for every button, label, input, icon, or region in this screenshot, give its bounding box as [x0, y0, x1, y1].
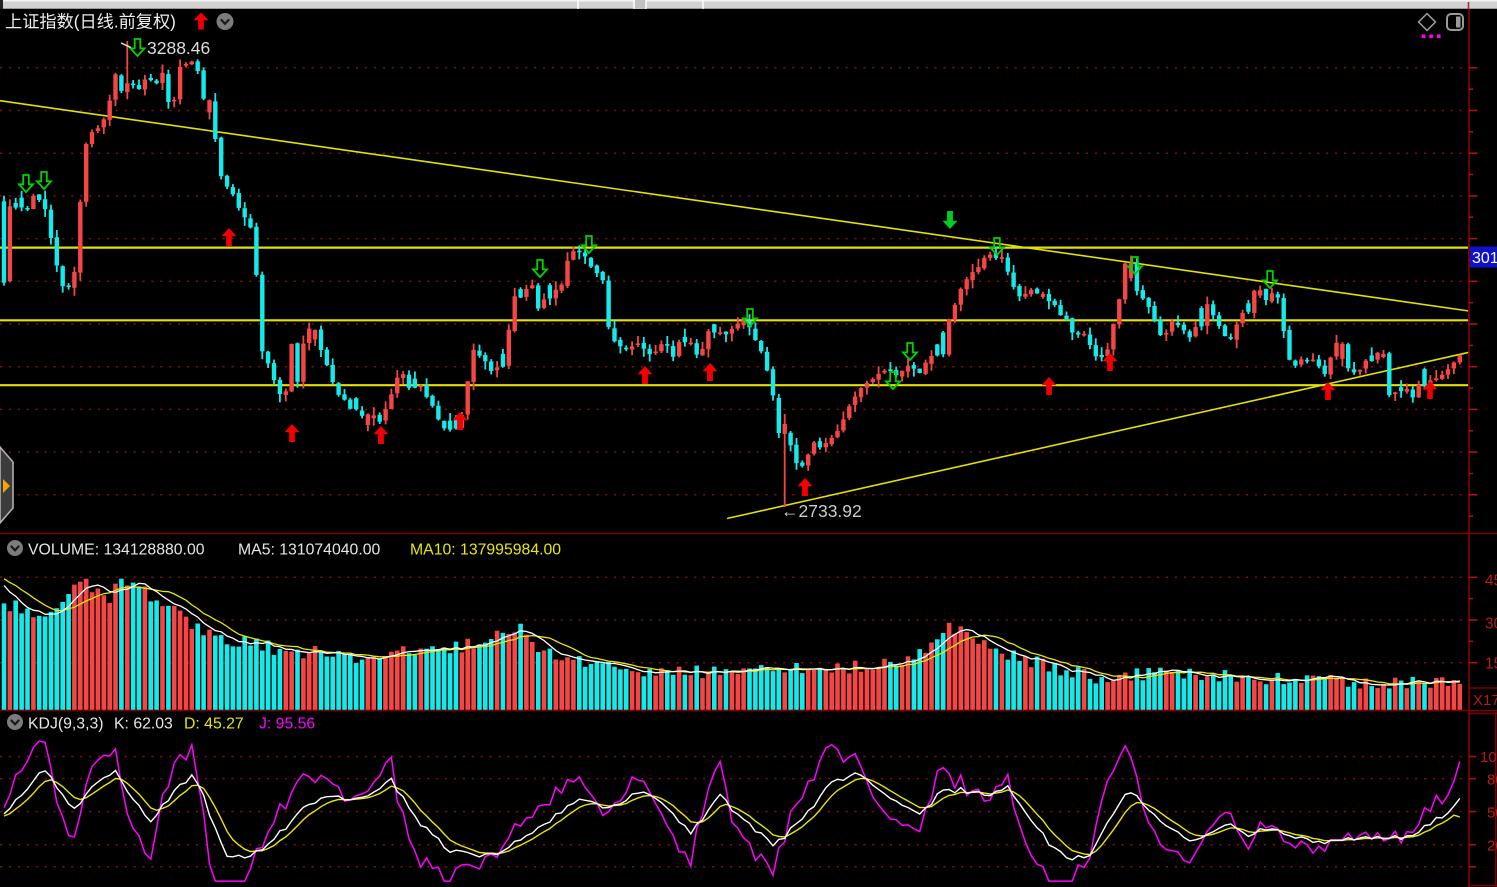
svg-text:KDJ(9,3,3): KDJ(9,3,3): [28, 716, 104, 733]
svg-text:VOLUME: 134128880.00: VOLUME: 134128880.00: [28, 542, 205, 559]
svg-text:K: 62.03: K: 62.03: [114, 716, 173, 733]
svg-text:X17: X17: [1473, 692, 1497, 709]
svg-text:30: 30: [1485, 616, 1497, 633]
svg-text:3288.46: 3288.46: [147, 38, 210, 58]
svg-text:50: 50: [1487, 805, 1497, 822]
svg-text:15: 15: [1485, 656, 1497, 673]
svg-text:20: 20: [1487, 838, 1497, 855]
svg-text:MA10: 137995984.00: MA10: 137995984.00: [410, 542, 561, 559]
svg-text:上证指数(日线.前复权): 上证指数(日线.前复权): [5, 12, 176, 32]
svg-text:45: 45: [1485, 573, 1497, 590]
svg-text:←2733.92: ←2733.92: [781, 501, 862, 521]
svg-text:301: 301: [1472, 250, 1497, 267]
svg-text:J: 95.56: J: 95.56: [259, 716, 315, 733]
svg-text:MA5: 131074040.00: MA5: 131074040.00: [238, 542, 381, 559]
svg-text:80: 80: [1487, 772, 1497, 789]
svg-text:D: 45.27: D: 45.27: [184, 716, 244, 733]
svg-text:100: 100: [1480, 749, 1497, 766]
